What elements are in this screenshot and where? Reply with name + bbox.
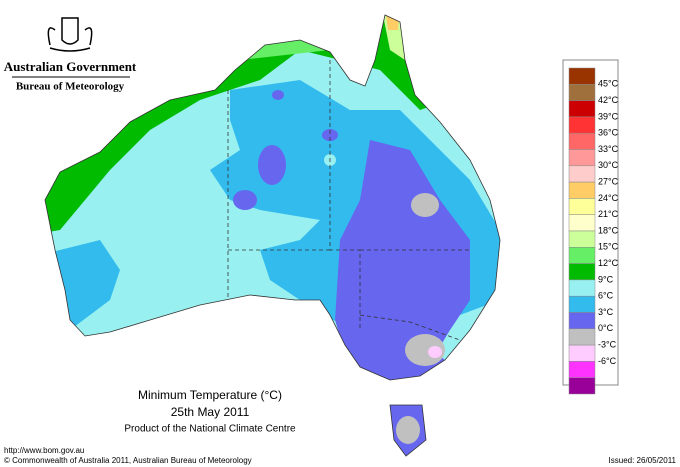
legend-swatch: [568, 312, 596, 330]
crest: [47, 17, 93, 52]
legend-label: 12°C: [598, 258, 619, 268]
legend-label: 33°C: [598, 144, 619, 154]
legend-swatch: [568, 67, 596, 85]
legend-label: 18°C: [598, 225, 619, 235]
state-borders: [227, 60, 470, 341]
legend-swatch: [568, 214, 596, 232]
government-name: Australian Government: [4, 59, 137, 74]
map-date: 25th May 2011: [171, 405, 250, 419]
legend-swatch: [568, 165, 596, 183]
legend-swatch: [568, 149, 596, 167]
legend-swatch: [568, 344, 596, 362]
legend-label: 45°C: [598, 79, 619, 89]
coastline: [44, 14, 501, 457]
legend-swatch: [568, 84, 596, 101]
legend-label: 9°C: [598, 274, 614, 284]
legend-label: -3°C: [598, 339, 617, 349]
legend-label: 24°C: [598, 193, 619, 203]
legend-swatch: [568, 328, 596, 346]
footer-issued: Issued: 26/05/2011: [609, 456, 677, 465]
legend-swatch: [568, 198, 596, 215]
legend-label: 6°C: [598, 291, 614, 301]
legend-swatch: [568, 116, 596, 134]
legend-label: 0°C: [598, 323, 614, 333]
legend-swatch: [568, 263, 596, 281]
legend-swatch: [568, 100, 596, 118]
footer-copyright: © Commonwealth of Australia 2011, Austra…: [4, 456, 252, 465]
legend-swatch: [568, 132, 596, 150]
legend-swatch: [568, 295, 596, 313]
legend-swatch: [568, 361, 596, 378]
legend-swatch: [568, 247, 596, 264]
legend-label: 27°C: [598, 176, 619, 186]
footer-url: http://www.bom.gov.au: [4, 446, 84, 455]
legend-label: 21°C: [598, 209, 619, 219]
map-product: Product of the National Climate Centre: [124, 424, 296, 435]
legend-label: 30°C: [598, 160, 619, 170]
map-title: Minimum Temperature (°C): [138, 388, 282, 402]
legend-label: -6°C: [598, 356, 617, 366]
legend-label: 42°C: [598, 95, 619, 105]
agency-name: Bureau of Meteorology: [16, 81, 125, 93]
legend-swatch: [568, 230, 596, 248]
legend-label: 36°C: [598, 128, 619, 138]
legend-swatch: [568, 279, 596, 297]
legend-swatch: [568, 377, 596, 395]
legend-label: 3°C: [598, 307, 614, 317]
legend-label: 15°C: [598, 242, 619, 252]
legend-label: 39°C: [598, 111, 619, 121]
legend: 45°C 42°C 39°C 36°C 33°C 30°C 27°C 24°C 21°C 18°C…: [568, 67, 619, 395]
legend-swatch: [568, 181, 596, 199]
